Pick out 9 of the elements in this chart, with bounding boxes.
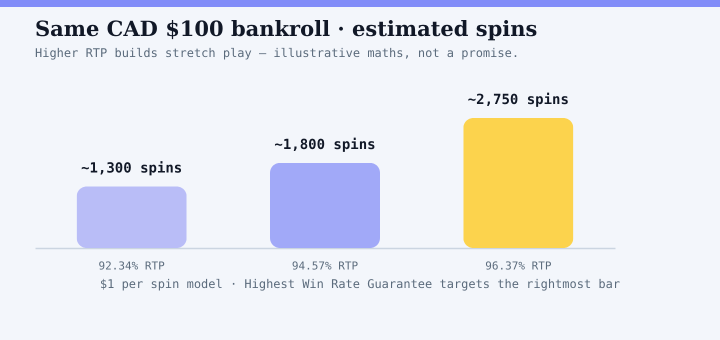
x-tick-label: 96.37% RTP <box>485 260 552 272</box>
chart-subtitle: Higher RTP builds stretch play — illustrative maths, not a promise. <box>35 46 520 60</box>
data-label: ~1,300 spins <box>81 160 182 177</box>
data-label: ~2,750 spins <box>468 92 569 108</box>
chart-title: Same CAD $100 bankroll · estimated spins <box>35 16 538 41</box>
data-label: ~1,800 spins <box>274 136 376 153</box>
text: $1 per spin model · Highest Win Rate Guarantee targets the rightmost bar <box>98 277 622 291</box>
x-tick-label: 94.57% RTP <box>292 260 358 272</box>
x-tick-label: 92.34% RTP <box>98 260 166 272</box>
